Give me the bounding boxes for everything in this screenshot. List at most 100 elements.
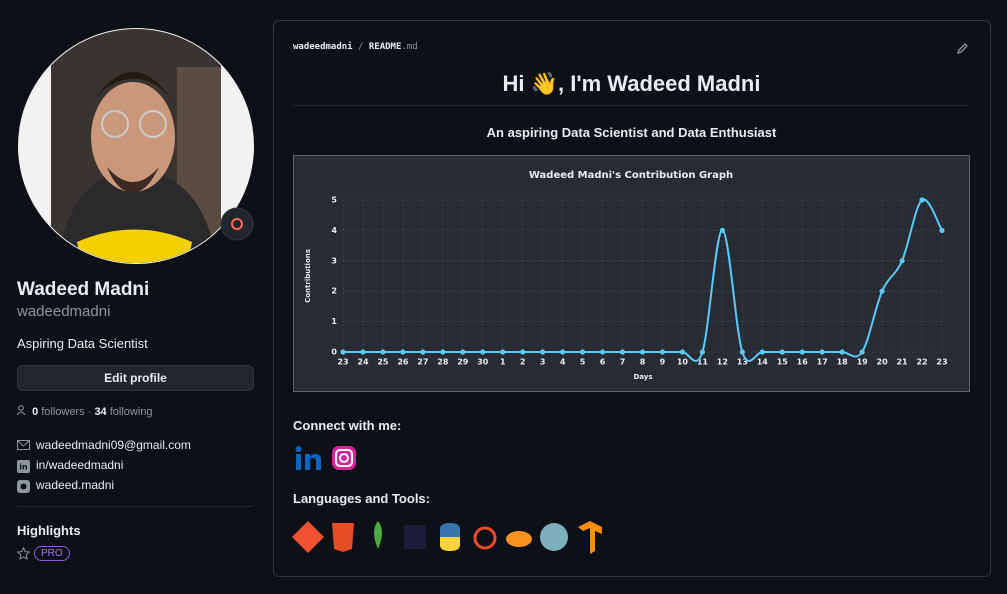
x-tick-label: 6 xyxy=(600,358,606,367)
data-point xyxy=(360,349,366,355)
x-tick-label: 18 xyxy=(837,358,849,367)
follow-info: 0 followers · 34 following xyxy=(16,405,153,418)
data-point xyxy=(659,349,666,355)
ide-icon[interactable] xyxy=(404,525,426,549)
y-tick-label: 0 xyxy=(331,348,337,357)
data-point xyxy=(400,349,406,355)
x-tick-label: 21 xyxy=(896,358,908,367)
star-icon xyxy=(17,547,30,560)
profile-name: Wadeed Madni xyxy=(17,279,150,300)
html5-icon[interactable] xyxy=(332,523,354,552)
data-point xyxy=(919,197,925,203)
git-icon[interactable] xyxy=(292,521,324,553)
x-tick-label: 26 xyxy=(397,358,409,367)
data-point xyxy=(899,258,905,264)
username: wadeedmadni xyxy=(17,303,111,320)
connect-title: Connect with me: xyxy=(293,418,402,433)
python-icon[interactable] xyxy=(440,523,460,551)
y-tick-label: 4 xyxy=(331,226,337,235)
x-tick-label: 8 xyxy=(640,358,646,367)
x-tick-label: 2 xyxy=(520,358,526,367)
x-tick-label: 16 xyxy=(797,358,809,367)
social-icons xyxy=(295,446,356,470)
path-user[interactable]: wadeedmadni xyxy=(293,42,353,52)
mongodb-icon[interactable] xyxy=(374,521,382,549)
data-point xyxy=(639,349,646,355)
people-icon xyxy=(16,405,26,416)
x-tick-label: 1 xyxy=(500,358,506,367)
data-point xyxy=(560,349,566,355)
data-point xyxy=(480,349,486,355)
data-point xyxy=(420,349,426,355)
seaborn-icon[interactable] xyxy=(540,523,568,551)
chart-title: Wadeed Madni's Contribution Graph xyxy=(529,170,733,181)
data-point xyxy=(819,349,825,355)
linkedin-link[interactable]: in/wadeedmadni xyxy=(36,458,124,472)
path-separator: / xyxy=(358,42,364,52)
x-tick-label: 5 xyxy=(580,358,586,367)
x-tick-label: 25 xyxy=(377,358,389,367)
y-tick-label: 5 xyxy=(331,196,337,205)
followers-count[interactable]: 0 xyxy=(32,406,39,418)
x-tick-label: 27 xyxy=(417,358,428,367)
y-tick-label: 2 xyxy=(331,287,337,296)
x-tick-label: 4 xyxy=(560,358,566,367)
readme-title: Hi 👋, I'm Wadeed Madni xyxy=(502,71,761,96)
x-tick-label: 28 xyxy=(437,358,449,367)
x-tick-label: 29 xyxy=(457,358,469,367)
x-tick-label: 24 xyxy=(357,358,369,367)
divider xyxy=(17,506,253,507)
following-count[interactable]: 34 xyxy=(94,406,107,418)
x-tick-label: 30 xyxy=(477,358,489,367)
readme-path: wadeedmadni / README.md xyxy=(293,42,418,52)
x-tick-label: 7 xyxy=(620,358,626,367)
y-axis-label: Contributions xyxy=(304,249,312,303)
instagram-link[interactable]: wadeed.madni xyxy=(36,478,115,492)
data-point xyxy=(440,349,446,355)
x-tick-label: 9 xyxy=(660,358,666,367)
tensorflow-icon[interactable] xyxy=(578,521,602,554)
instagram-icon[interactable] xyxy=(332,446,356,470)
data-point xyxy=(520,349,526,355)
following-label[interactable]: following xyxy=(109,406,153,418)
avatar[interactable] xyxy=(17,27,257,267)
edit-icon[interactable] xyxy=(956,42,969,55)
pro-badge: PRO xyxy=(34,546,70,561)
data-point xyxy=(799,349,805,355)
x-tick-label: 23 xyxy=(337,358,348,367)
svg-text:in: in xyxy=(19,463,28,472)
scikit-icon[interactable] xyxy=(506,531,532,547)
y-tick-label: 3 xyxy=(331,256,337,265)
x-tick-label: 20 xyxy=(877,358,889,367)
tools-title: Languages and Tools: xyxy=(293,491,430,506)
data-point xyxy=(879,288,885,294)
readme-card xyxy=(273,20,991,577)
x-tick-label: 14 xyxy=(757,358,769,367)
data-point xyxy=(739,349,745,355)
data-point xyxy=(839,349,845,355)
email-link[interactable]: wadeedmadni09@gmail.com xyxy=(36,438,191,452)
data-point xyxy=(500,349,506,355)
data-point xyxy=(340,349,346,355)
followers-label[interactable]: followers · xyxy=(41,406,92,418)
data-point xyxy=(540,349,546,355)
edit-profile-button[interactable]: Edit profile xyxy=(17,365,254,391)
x-tick-label: 22 xyxy=(916,358,927,367)
data-point xyxy=(380,349,386,355)
y-tick-label: 1 xyxy=(331,317,337,326)
data-point xyxy=(939,227,945,233)
path-file: README xyxy=(368,42,402,52)
linkedin-icon[interactable] xyxy=(295,446,322,470)
x-tick-label: 23 xyxy=(936,358,947,367)
x-tick-label: 19 xyxy=(857,358,869,367)
data-point xyxy=(599,349,606,355)
data-point xyxy=(460,349,466,355)
contribution-graph: Wadeed Madni's Contribution Graph Days C… xyxy=(293,155,970,392)
data-point xyxy=(679,349,686,355)
bio: Aspiring Data Scientist xyxy=(17,336,148,351)
pytorch-icon[interactable] xyxy=(473,526,497,550)
readme-subtitle: An aspiring Data Scientist and Data Enth… xyxy=(486,125,777,140)
data-point xyxy=(580,349,586,355)
data-point xyxy=(859,349,865,355)
